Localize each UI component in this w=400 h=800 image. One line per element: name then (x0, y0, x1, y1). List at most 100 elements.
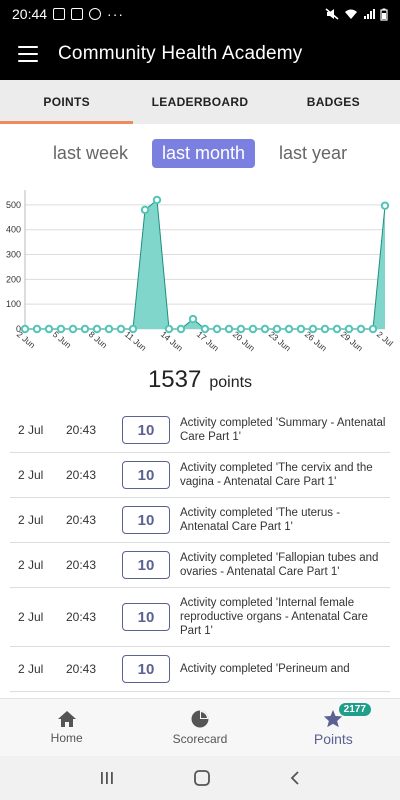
activity-time: 20:43 (66, 610, 97, 624)
activity-time: 20:43 (66, 468, 97, 482)
chart-point (296, 324, 306, 334)
nav-home-label: Home (50, 731, 83, 745)
wifi-icon (345, 9, 357, 19)
activity-row: 2 Jul 20:43 10 Activity completed 'The c… (10, 453, 390, 498)
app-notification-icon (89, 8, 102, 20)
status-bar: 20:44 ··· (0, 0, 400, 28)
activity-row: 2 Jul 20:43 10 Activity completed 'Perin… (10, 647, 390, 692)
signal-icon (364, 9, 375, 19)
y-tick-label: 200 (6, 274, 21, 284)
star-icon (324, 709, 343, 727)
chart-point (200, 324, 210, 334)
x-tick-label: 8 Jun (87, 329, 110, 350)
status-time: 20:44 (12, 6, 48, 22)
activity-row: 2 Jul 20:43 10 Activity completed 'Inter… (10, 588, 390, 647)
battery-icon (380, 8, 388, 21)
period-last-week[interactable]: last week (52, 142, 128, 163)
y-tick-label: 500 (6, 200, 21, 210)
points-badge: 2177 (338, 703, 371, 716)
y-tick-label: 100 (6, 299, 21, 309)
back-icon[interactable] (289, 771, 301, 785)
activity-description: Activity completed 'The cervix and the v… (180, 462, 373, 488)
chart-point (284, 324, 294, 334)
nav-home[interactable]: Home (0, 699, 133, 756)
chart-point (332, 324, 342, 334)
notification-image-icon (53, 8, 66, 20)
activity-description: Activity completed 'Internal female repr… (180, 597, 368, 637)
chart-point (224, 324, 234, 334)
y-tick-label: 300 (6, 250, 21, 260)
chart-point (260, 324, 270, 334)
activity-points-badge: 10 (122, 655, 170, 683)
activity-date: 2 Jul (18, 513, 44, 527)
chart-point (68, 324, 78, 334)
chart-point (368, 324, 378, 334)
bottom-nav: Home Scorecard 2177 Points (0, 698, 400, 756)
home-button-icon[interactable] (193, 770, 211, 786)
activity-date: 2 Jul (18, 468, 44, 482)
activity-description: Activity completed 'Perineum and (180, 663, 350, 675)
more-notifications: ··· (107, 6, 125, 22)
nav-scorecard[interactable]: Scorecard (133, 699, 266, 756)
chart-point (272, 324, 282, 334)
chart-point (176, 324, 186, 334)
menu-icon[interactable] (18, 46, 38, 62)
x-tick-label: 2 Jun (15, 329, 38, 350)
points-total: 1537 points (0, 366, 400, 402)
chart-point (92, 324, 102, 334)
chart-point (20, 324, 30, 334)
activity-points-badge: 10 (122, 506, 170, 534)
points-chart: 0 100 200 300 400 500 2 Jun 5 Jun 8 Jun 11 Jun 14… (0, 182, 400, 362)
points-total-value: 1537 (147, 366, 202, 393)
gallery-icon (71, 8, 84, 20)
activity-time: 20:43 (66, 423, 97, 437)
chart-point (248, 324, 258, 334)
points-total-label: points (209, 374, 253, 391)
period-selector: last week last month last year (0, 136, 400, 170)
nav-points[interactable]: 2177 Points (267, 699, 400, 756)
app-title: Community Health Academy (58, 43, 303, 64)
activity-points-badge: 10 (122, 603, 170, 631)
chart-point (44, 324, 54, 334)
activity-time: 20:43 (66, 513, 97, 527)
x-tick-label: 2 Jul (375, 329, 395, 348)
system-nav-bar (0, 756, 400, 800)
activity-row: 2 Jul 20:43 10 Activity completed 'The u… (10, 498, 390, 543)
chart-point (308, 324, 318, 334)
chart-point (380, 201, 390, 210)
chart-point (116, 324, 126, 334)
activity-description: Activity completed 'Fallopian tubes and … (180, 552, 379, 578)
activity-date: 2 Jul (18, 662, 44, 676)
tab-badges[interactable]: BADGES (306, 95, 360, 109)
activity-description: Activity completed 'Summary - Antenatal … (180, 417, 386, 443)
x-tick-label: 5 Jun (51, 329, 74, 350)
activity-time: 20:43 (66, 558, 97, 572)
nav-points-label: Points (313, 730, 353, 747)
app-bar: Community Health Academy (0, 28, 400, 80)
mute-icon (325, 8, 339, 20)
tab-leaderboard[interactable]: LEADERBOARD (151, 95, 249, 109)
y-tick-label: 400 (6, 225, 21, 235)
period-last-year[interactable]: last year (279, 142, 348, 163)
chart-point (236, 324, 246, 334)
recent-apps-icon[interactable] (99, 771, 115, 785)
activity-time: 20:43 (66, 662, 97, 676)
activity-points-badge: 10 (122, 416, 170, 444)
tab-points[interactable]: POINTS (0, 80, 134, 124)
activity-description: Activity completed 'The uterus - Antenat… (180, 507, 341, 533)
y-tick-label: 0 (16, 324, 21, 334)
activity-list[interactable]: 2 Jul 20:43 10 Activity completed 'Summa… (10, 408, 390, 698)
activity-date: 2 Jul (18, 423, 44, 437)
chart-point (104, 324, 114, 334)
chart-point (80, 324, 90, 334)
tabs: POINTS LEADERBOARD BADGES (0, 80, 400, 124)
activity-date: 2 Jul (18, 558, 44, 572)
period-last-month[interactable]: last month (151, 138, 256, 168)
chart-point (212, 324, 222, 334)
home-icon (57, 711, 76, 727)
chart-point (356, 324, 366, 334)
activity-points-badge: 10 (122, 461, 170, 489)
x-tick-label: 11 Jun (123, 329, 149, 353)
activity-date: 2 Jul (18, 610, 44, 624)
